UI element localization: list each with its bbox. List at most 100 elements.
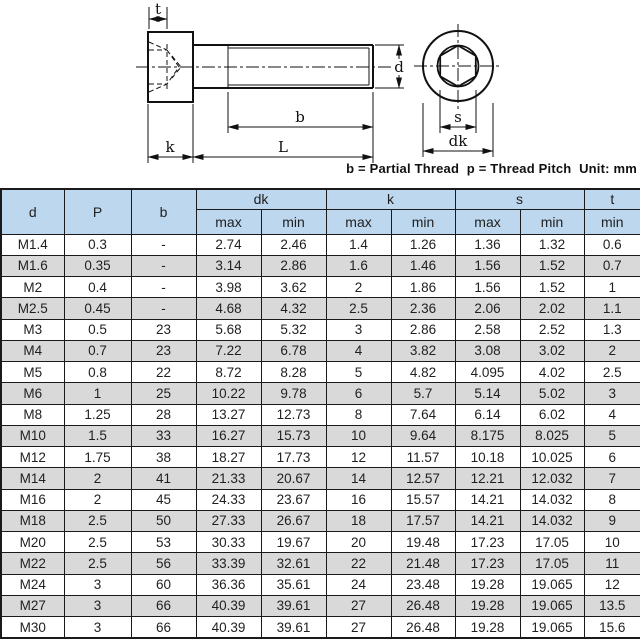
- value-cell: 2.46: [260, 233, 327, 256]
- dim-s: [439, 90, 477, 133]
- value-cell: 13.27: [195, 403, 262, 426]
- value-cell: 0.8: [63, 360, 132, 384]
- value-cell: 26.48: [390, 594, 456, 618]
- size-cell: M5: [0, 360, 65, 384]
- value-cell: 19.28: [454, 573, 521, 596]
- table-header: d P b dk k s t max min max min max min m…: [0, 188, 640, 235]
- value-cell: 5: [325, 360, 392, 384]
- value-cell: 0.4: [63, 275, 132, 299]
- value-cell: 7.22: [195, 339, 262, 363]
- value-cell: 3.98: [195, 275, 262, 299]
- value-cell: 0.35: [63, 254, 132, 278]
- value-cell: 7.64: [390, 403, 456, 426]
- value-cell: 26.48: [390, 616, 456, 639]
- dimension-table: d P b dk k s t max min max min max min m…: [0, 188, 640, 639]
- value-cell: 1.5: [63, 424, 132, 448]
- subheader-s-min: min: [519, 208, 585, 235]
- size-cell: M18: [0, 509, 65, 533]
- value-cell: 6.02: [519, 403, 585, 426]
- value-cell: 23: [130, 318, 197, 341]
- table-row: M10 1.5 33 16.27 15.73 10 9.64 8.175 8.025 5: [0, 424, 640, 448]
- value-cell: 2: [63, 467, 132, 490]
- value-cell: 2.5: [583, 360, 640, 384]
- size-cell: M16: [0, 488, 65, 511]
- value-cell: 8: [325, 403, 392, 426]
- subheader-k-max: max: [325, 208, 392, 235]
- value-cell: 16: [325, 488, 392, 511]
- value-cell: 2.5: [63, 552, 132, 575]
- value-cell: 5.7: [390, 382, 456, 405]
- value-cell: 17.23: [454, 530, 521, 554]
- size-cell: M14: [0, 467, 65, 490]
- value-cell: 17.73: [260, 445, 327, 469]
- value-cell: 35.61: [260, 573, 327, 596]
- value-cell: 19.28: [454, 616, 521, 639]
- subheader-s-max: max: [454, 208, 521, 235]
- value-cell: 4: [583, 403, 640, 426]
- size-cell: M2.5: [0, 297, 65, 320]
- size-cell: M8: [0, 403, 65, 426]
- value-cell: 12.032: [519, 467, 585, 490]
- value-cell: 0.5: [63, 318, 132, 341]
- screw-side-view: [136, 7, 404, 163]
- value-cell: 14.032: [519, 509, 585, 533]
- value-cell: 2.06: [454, 297, 521, 320]
- value-cell: 1.46: [390, 254, 456, 278]
- value-cell: 12.21: [454, 467, 521, 490]
- value-cell: 3: [63, 616, 132, 639]
- value-cell: 1.56: [454, 275, 521, 299]
- value-cell: 0.7: [63, 339, 132, 363]
- value-cell: 4: [325, 339, 392, 363]
- value-cell: 20: [325, 530, 392, 554]
- value-cell: 22: [325, 552, 392, 575]
- legend-note: b = Partial Thread p = Thread Pitch Unit…: [346, 161, 637, 176]
- value-cell: 1.25: [63, 403, 132, 426]
- value-cell: 1.4: [325, 233, 392, 256]
- size-cell: M1.6: [0, 254, 65, 278]
- value-cell: 10.22: [195, 382, 262, 405]
- value-cell: 27: [325, 594, 392, 618]
- value-cell: 3: [63, 573, 132, 596]
- table-row: M18 2.5 50 27.33 26.67 18 17.57 14.21 14.032 9: [0, 509, 640, 533]
- value-cell: 5.32: [260, 318, 327, 341]
- value-cell: 21.48: [390, 552, 456, 575]
- socket-hidden-lines: [148, 41, 182, 93]
- value-cell: 1.26: [390, 233, 456, 256]
- col-header-p: P: [63, 188, 132, 235]
- value-cell: 30.33: [195, 530, 262, 554]
- value-cell: 17.05: [519, 552, 585, 575]
- value-cell: 3: [63, 594, 132, 618]
- col-header-t: t: [583, 188, 640, 210]
- table-row: M2 0.4-3.98 3.62 2 1.86 1.56 1.52 1: [0, 275, 640, 299]
- value-cell: 5.68: [195, 318, 262, 341]
- value-cell: -: [130, 254, 197, 278]
- value-cell: 2: [63, 488, 132, 511]
- value-cell: 9: [583, 509, 640, 533]
- value-cell: 33.39: [195, 552, 262, 575]
- value-cell: 24.33: [195, 488, 262, 511]
- value-cell: 13.5: [583, 594, 640, 618]
- size-cell: M22: [0, 552, 65, 575]
- label-s: s: [454, 108, 462, 126]
- value-cell: 2.58: [454, 318, 521, 341]
- value-cell: 11: [583, 552, 640, 575]
- value-cell: 15.6: [583, 616, 640, 639]
- value-cell: 4.02: [519, 360, 585, 384]
- value-cell: 60: [130, 573, 197, 596]
- value-cell: 12.73: [260, 403, 327, 426]
- size-cell: M30: [0, 616, 65, 639]
- size-cell: M12: [0, 445, 65, 469]
- value-cell: 4.32: [260, 297, 327, 320]
- col-header-b: b: [130, 188, 197, 235]
- value-cell: 6: [583, 445, 640, 469]
- value-cell: 0.45: [63, 297, 132, 320]
- value-cell: 19.67: [260, 530, 327, 554]
- value-cell: 1.1: [583, 297, 640, 320]
- value-cell: 66: [130, 594, 197, 618]
- value-cell: 1.75: [63, 445, 132, 469]
- value-cell: 3.02: [519, 339, 585, 363]
- col-header-d: d: [0, 188, 65, 235]
- value-cell: -: [130, 297, 197, 320]
- value-cell: 12: [325, 445, 392, 469]
- value-cell: 23.67: [260, 488, 327, 511]
